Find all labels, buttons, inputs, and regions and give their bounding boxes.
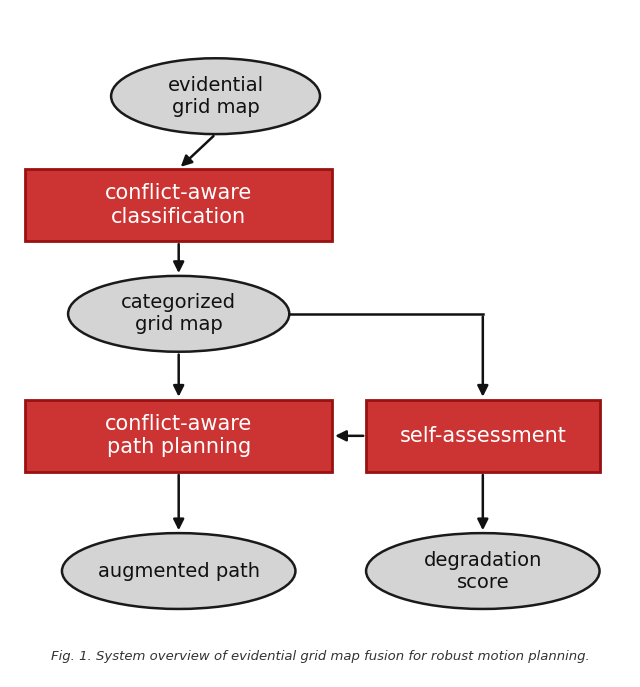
Ellipse shape: [111, 58, 320, 134]
Text: degradation
score: degradation score: [424, 550, 542, 592]
Text: self-assessment: self-assessment: [399, 426, 566, 446]
Text: categorized
grid map: categorized grid map: [121, 293, 236, 335]
Text: augmented path: augmented path: [98, 561, 260, 581]
FancyBboxPatch shape: [366, 400, 600, 472]
Text: evidential
grid map: evidential grid map: [168, 76, 264, 117]
Text: conflict-aware
classification: conflict-aware classification: [105, 183, 252, 227]
Text: Fig. 1. System overview of evidential grid map fusion for robust motion planning: Fig. 1. System overview of evidential gr…: [51, 651, 589, 663]
Text: conflict-aware
path planning: conflict-aware path planning: [105, 414, 252, 458]
Ellipse shape: [62, 533, 296, 609]
FancyBboxPatch shape: [25, 400, 332, 472]
Ellipse shape: [366, 533, 600, 609]
FancyBboxPatch shape: [25, 169, 332, 241]
Ellipse shape: [68, 276, 289, 352]
